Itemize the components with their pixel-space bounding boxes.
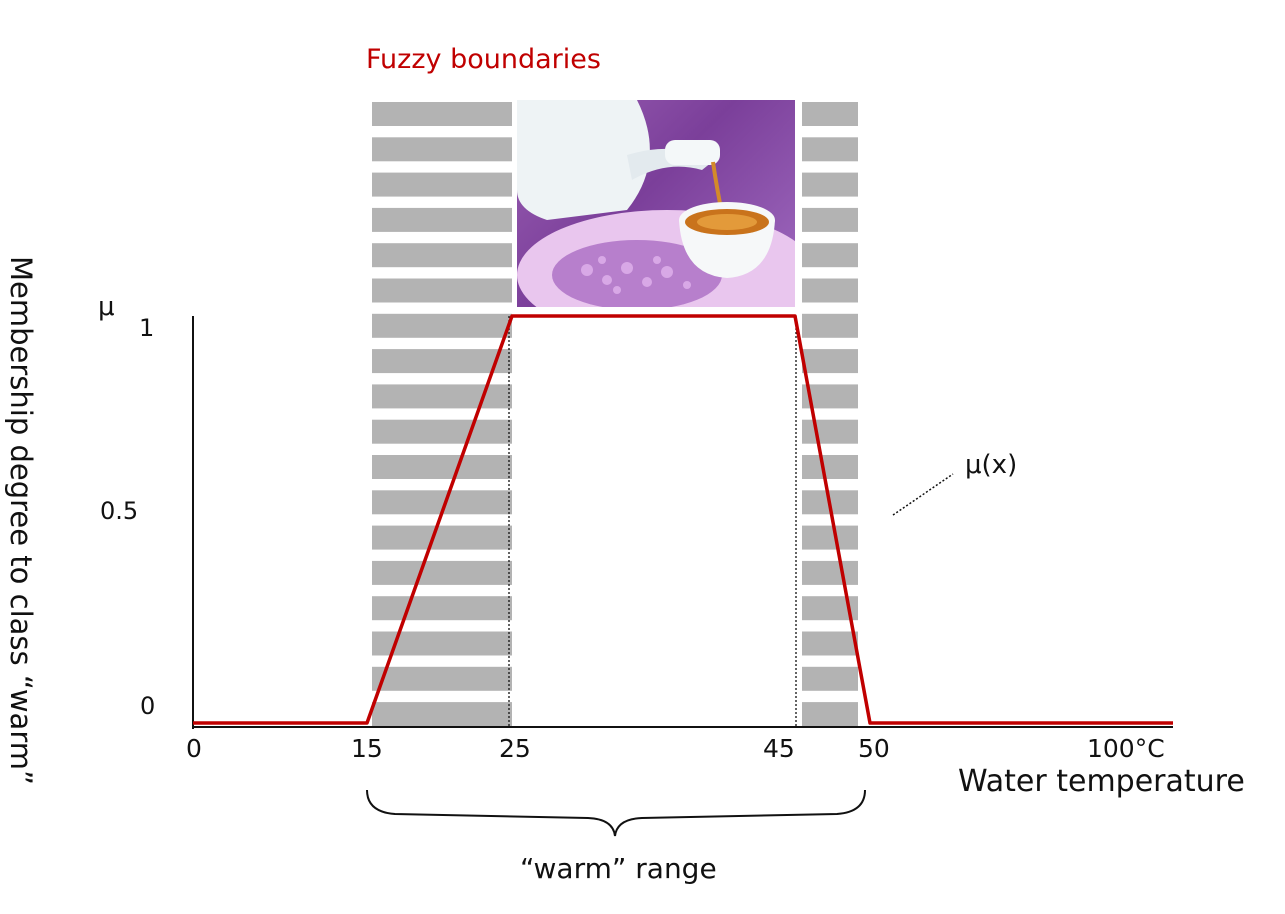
band-strip xyxy=(802,349,858,374)
band-strip xyxy=(372,313,512,338)
y-tick-label: 1 xyxy=(139,314,155,342)
fuzzy-boundaries-title: Fuzzy boundaries xyxy=(366,44,601,75)
mu-axis-symbol: μ xyxy=(98,292,115,322)
x-tick-label: 100°C xyxy=(1087,734,1165,763)
band-strip xyxy=(802,137,858,162)
fuzzy-band-right xyxy=(802,102,858,727)
x-tick-label: 50 xyxy=(858,734,890,763)
x-tick-label: 45 xyxy=(763,734,795,763)
band-strip xyxy=(372,702,512,727)
x-axis-title: Water temperature xyxy=(958,764,1245,799)
warm-range-brace xyxy=(366,789,866,837)
band-strip xyxy=(372,278,512,303)
band-strip xyxy=(802,313,858,338)
x-tick-label: 0 xyxy=(186,734,202,763)
band-strip xyxy=(372,525,512,550)
band-strip xyxy=(802,243,858,268)
band-strip xyxy=(802,631,858,656)
band-strip xyxy=(802,666,858,691)
band-strip xyxy=(802,560,858,585)
band-strip xyxy=(372,666,512,691)
fuzzy-band-left xyxy=(372,102,512,727)
band-strip xyxy=(372,207,512,232)
band-strip xyxy=(372,243,512,268)
curve-label: μ(x) xyxy=(965,450,1018,480)
band-strip xyxy=(372,349,512,374)
band-strip xyxy=(802,702,858,727)
band-strip xyxy=(802,419,858,444)
y-tick-label: 0.5 xyxy=(100,497,139,525)
band-strip xyxy=(372,560,512,585)
band-strip xyxy=(802,525,858,550)
band-strip xyxy=(372,419,512,444)
band-strip xyxy=(372,384,512,409)
band-strip xyxy=(372,137,512,162)
curve-label-leader xyxy=(892,473,954,516)
band-strip xyxy=(372,172,512,197)
band-strip xyxy=(372,596,512,621)
band-strip xyxy=(802,207,858,232)
teapot-image xyxy=(517,100,795,307)
warm-range-label: “warm” range xyxy=(520,852,717,885)
band-strip xyxy=(802,172,858,197)
band-strip xyxy=(802,455,858,479)
y-tick-label: 0 xyxy=(140,692,156,720)
band-strip xyxy=(372,455,512,479)
x-tick-label: 15 xyxy=(351,734,383,763)
x-tick-label: 25 xyxy=(499,734,531,763)
y-axis-title: Membership degree to class “warm” xyxy=(4,256,38,786)
membership-curve xyxy=(193,314,1173,725)
band-strip xyxy=(802,278,858,303)
band-strip xyxy=(372,102,512,126)
band-strip xyxy=(802,102,858,126)
